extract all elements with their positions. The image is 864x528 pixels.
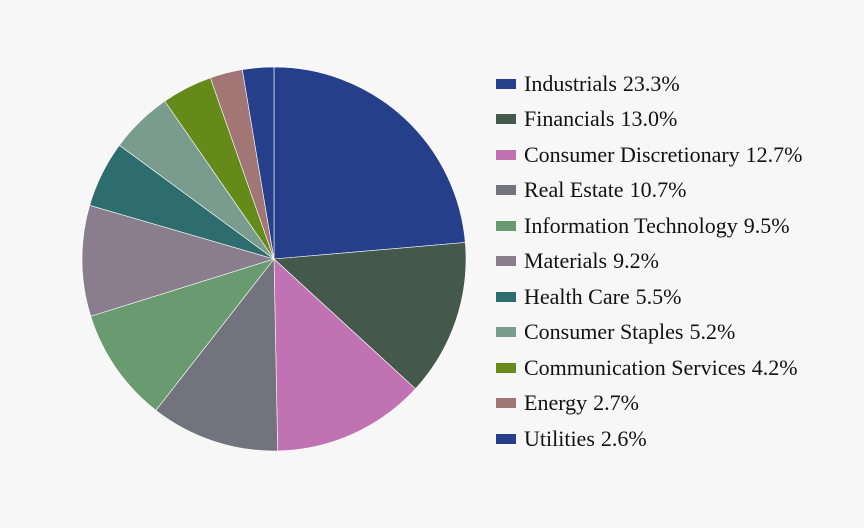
legend-item-communication-services: Communication Services 4.2%	[496, 350, 803, 386]
legend-swatch	[496, 78, 516, 89]
pie-slice-industrials	[273, 66, 466, 260]
legend-swatch	[496, 433, 516, 444]
legend-label: Energy	[524, 390, 588, 416]
legend-value: 5.2%	[689, 319, 736, 345]
legend-value: 9.2%	[613, 248, 659, 274]
legend-value: 4.2%	[751, 354, 798, 380]
legend-label: Health Care	[524, 283, 630, 309]
legend-item-industrials: Industrials 23.3%	[496, 66, 803, 102]
legend-item-utilities: Utilities 2.6%	[496, 421, 803, 457]
legend-item-materials: Materials 9.2%	[496, 244, 803, 280]
legend-item-energy: Energy 2.7%	[496, 386, 803, 422]
legend-item-health-care: Health Care 5.5%	[496, 279, 803, 315]
legend-swatch	[496, 114, 516, 125]
legend-swatch	[496, 362, 516, 373]
pie-slices	[81, 66, 467, 452]
legend-label: Industrials	[524, 70, 617, 96]
pie-slice-consumer-discretionary	[273, 258, 416, 452]
legend-value: 9.5%	[743, 212, 790, 238]
legend-label: Utilities	[524, 425, 595, 451]
legend-item-financials: Financials 13.0%	[496, 102, 803, 138]
legend-value: 5.5%	[635, 283, 682, 309]
legend-value: 12.7%	[745, 141, 803, 167]
pie-slice-materials	[81, 204, 276, 317]
legend-value: 2.7%	[593, 390, 639, 416]
legend-label: Materials	[524, 248, 608, 274]
legend-label: Consumer Discretionary	[524, 141, 740, 167]
legend-swatch	[496, 327, 516, 338]
chart-legend: Industrials 23.3% Financials 13.0% Consumer …	[496, 66, 803, 457]
legend-label: Information Technology	[524, 212, 738, 238]
legend-item-real-estate: Real Estate 10.7%	[496, 173, 803, 209]
pie-slice-utilities	[241, 66, 275, 260]
legend-swatch	[496, 149, 516, 160]
legend-item-information-technology: Information Technology 9.5%	[496, 208, 803, 244]
legend-swatch	[496, 220, 516, 231]
pie-slice-real-estate	[155, 258, 278, 452]
legend-value: 23.3%	[622, 70, 680, 96]
legend-value: 13.0%	[620, 106, 678, 132]
pie-slice-information-technology	[90, 258, 275, 411]
legend-swatch	[496, 398, 516, 409]
legend-value: 2.6%	[600, 425, 647, 451]
legend-label: Financials	[524, 106, 615, 132]
pie-slice-financials	[273, 242, 467, 390]
legend-label: Consumer Staples	[524, 319, 684, 345]
legend-swatch	[496, 256, 516, 267]
legend-label: Communication Services	[524, 354, 746, 380]
legend-swatch	[496, 185, 516, 196]
legend-value: 10.7%	[629, 177, 687, 203]
legend-label: Real Estate	[524, 177, 624, 203]
legend-item-consumer-discretionary: Consumer Discretionary 12.7%	[496, 137, 803, 173]
legend-swatch	[496, 291, 516, 302]
legend-item-consumer-staples: Consumer Staples 5.2%	[496, 315, 803, 351]
